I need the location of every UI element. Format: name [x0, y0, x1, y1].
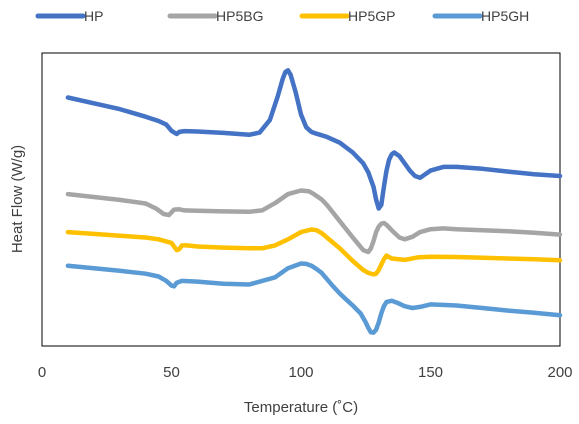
x-axis-label: Temperature (˚C) — [244, 399, 358, 416]
legend-label: HP5GH — [481, 8, 529, 24]
x-tick-label: 100 — [288, 364, 313, 381]
series-line-hp5bg — [65, 188, 563, 255]
x-tick-label: 200 — [547, 364, 572, 381]
legend-label: HP — [84, 8, 103, 24]
x-tick-label: 150 — [418, 364, 443, 381]
x-tick-label: 50 — [163, 364, 180, 381]
x-tick-labels: 0 50 100 150 200 — [38, 364, 573, 381]
series-line-hp5gp — [65, 227, 563, 277]
legend-item-hp5bg: HP5BG — [167, 8, 263, 24]
legend-item-hp: HP — [35, 8, 103, 24]
legend-label: HP5BG — [216, 8, 263, 24]
series-line-hp5gh — [65, 261, 563, 335]
plot-area-border — [41, 52, 561, 347]
legend-label: HP5GP — [348, 8, 395, 24]
series-layer — [65, 68, 563, 335]
legend: HP HP5BG HP5GP HP5GH — [35, 8, 529, 24]
legend-item-hp5gh: HP5GH — [432, 8, 529, 24]
x-tick-label: 0 — [38, 364, 46, 381]
legend-item-hp5gp: HP5GP — [299, 8, 395, 24]
y-axis-label: Heat Flow (W/g) — [9, 145, 26, 253]
series-line-hp — [65, 68, 563, 211]
